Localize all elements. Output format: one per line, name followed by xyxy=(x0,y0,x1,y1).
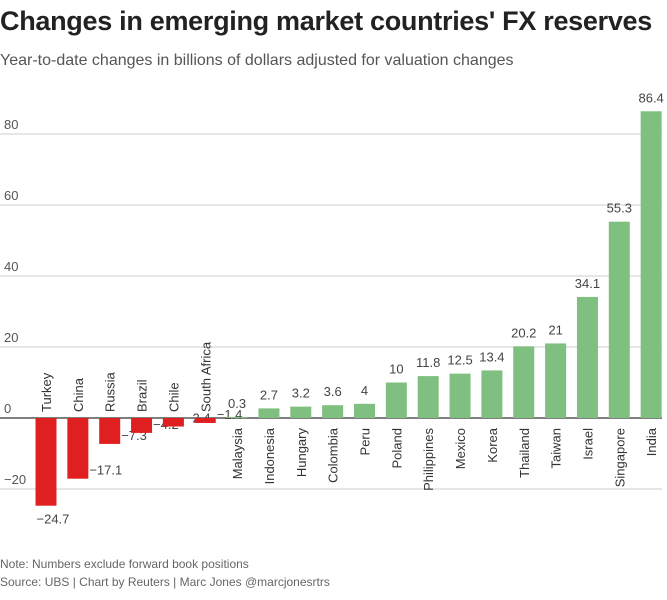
value-label: 86.4 xyxy=(638,90,663,105)
bar xyxy=(35,418,57,506)
value-label: 11.8 xyxy=(416,355,440,370)
bar xyxy=(608,221,630,418)
bar xyxy=(513,346,535,418)
value-label: −24.7 xyxy=(37,512,70,527)
bar xyxy=(640,111,662,418)
category-label: Mexico xyxy=(453,428,468,469)
bar xyxy=(545,343,567,418)
category-label: China xyxy=(71,377,86,412)
value-label: 2.7 xyxy=(260,387,278,402)
bar xyxy=(131,418,153,433)
value-label: 20.2 xyxy=(511,325,536,340)
bar xyxy=(385,382,407,418)
category-label: Colombia xyxy=(326,427,341,483)
bar xyxy=(576,296,598,418)
source-credit: Source: UBS | Chart by Reuters | Marc Jo… xyxy=(0,575,330,589)
category-label: Brazil xyxy=(135,379,150,412)
y-tick-label: 0 xyxy=(4,401,11,416)
bar xyxy=(417,376,439,418)
value-label: 4 xyxy=(361,383,368,398)
category-label: Taiwan xyxy=(549,428,564,468)
category-label: India xyxy=(644,427,659,456)
chart-subtitle: Year-to-date changes in billions of doll… xyxy=(0,52,514,69)
bar xyxy=(449,373,471,418)
y-tick-label: 20 xyxy=(4,330,18,345)
value-label: −1.4 xyxy=(217,407,243,422)
bar xyxy=(99,418,121,444)
category-label: Peru xyxy=(358,428,373,455)
y-tick-label: 60 xyxy=(4,188,18,203)
y-tick-label: 40 xyxy=(4,259,18,274)
bar xyxy=(258,408,280,418)
value-label: 13.4 xyxy=(479,349,504,364)
bar xyxy=(322,405,344,418)
value-label: 3.6 xyxy=(324,384,342,399)
bar xyxy=(162,418,184,427)
bar xyxy=(290,406,312,418)
chart-title: Changes in emerging market countries' FX… xyxy=(0,6,652,36)
category-label: Poland xyxy=(389,428,404,468)
category-label: South Africa xyxy=(198,341,213,412)
bar xyxy=(226,416,248,418)
category-label: Turkey xyxy=(39,372,54,412)
value-label: 21 xyxy=(548,322,562,337)
value-label: −17.1 xyxy=(89,463,122,478)
category-label: Israel xyxy=(580,428,595,460)
bar xyxy=(354,403,375,418)
category-label: Indonesia xyxy=(262,427,277,484)
value-label: 10 xyxy=(389,362,403,377)
value-label: 0.3 xyxy=(228,396,246,411)
bar xyxy=(481,370,503,418)
category-label: Russia xyxy=(103,371,118,412)
value-label: 34.1 xyxy=(575,276,600,291)
bar xyxy=(67,418,89,479)
value-label: 55.3 xyxy=(607,201,632,216)
value-label: 3.2 xyxy=(292,386,310,401)
y-tick-label: −20 xyxy=(4,472,26,487)
category-label: Chile xyxy=(166,382,181,412)
category-label: Philippines xyxy=(421,428,436,491)
category-label: Korea xyxy=(485,427,500,462)
category-label: Malaysia xyxy=(230,427,245,479)
category-label: Singapore xyxy=(612,428,627,487)
bar xyxy=(194,418,216,423)
y-tick-label: 80 xyxy=(4,117,18,132)
category-label: Thailand xyxy=(517,428,532,478)
value-label: 12.5 xyxy=(447,353,472,368)
category-label: Hungary xyxy=(294,428,309,478)
footnote: Note: Numbers exclude forward book posit… xyxy=(0,557,249,571)
